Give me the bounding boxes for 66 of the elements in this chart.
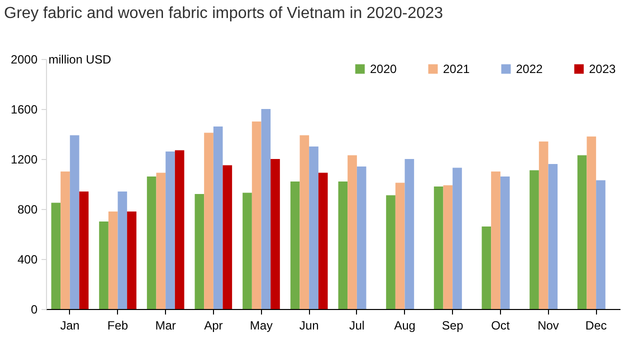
bar — [99, 222, 108, 309]
bar — [491, 172, 500, 309]
bar — [261, 109, 271, 309]
bar — [404, 159, 414, 309]
bar — [70, 135, 80, 309]
bar — [318, 172, 328, 309]
x-tick-label: Jun — [299, 318, 319, 332]
x-tick-label: May — [250, 318, 273, 332]
bar — [213, 126, 223, 309]
bar — [395, 182, 405, 309]
bar — [166, 152, 175, 309]
bar — [270, 159, 280, 309]
x-tick-label: Dec — [585, 318, 607, 332]
x-tick-label: Aug — [394, 318, 416, 332]
bar — [156, 172, 166, 309]
y-axis-title: million USD — [48, 52, 112, 66]
bar — [500, 176, 510, 309]
x-tick-label: Sep — [442, 318, 464, 332]
bar — [356, 166, 366, 309]
chart-title: Grey fabric and woven fabric imports of Vietnam in 2020-2023 — [4, 5, 444, 22]
bar — [51, 202, 61, 309]
x-tick-label: Nov — [538, 318, 559, 332]
bar — [452, 168, 462, 309]
y-tick-label: 400 — [17, 252, 38, 266]
bar — [222, 165, 232, 309]
bar — [79, 192, 89, 309]
legend-label: 2023 — [589, 62, 616, 76]
legend-label: 2022 — [516, 62, 544, 76]
x-tick-label: Mar — [155, 318, 176, 332]
bar — [242, 192, 252, 309]
bar — [434, 186, 444, 309]
bar — [577, 155, 587, 309]
bar — [538, 142, 548, 309]
bar — [252, 122, 262, 309]
bar — [548, 164, 558, 309]
bar — [530, 170, 539, 309]
bar — [108, 212, 118, 309]
bar — [443, 185, 453, 309]
bar — [482, 226, 492, 309]
y-tick-label: 1200 — [10, 152, 38, 166]
x-tick-label: Jan — [60, 318, 80, 332]
bar — [596, 180, 606, 309]
y-tick-label: 1600 — [10, 102, 38, 116]
bar — [586, 136, 596, 309]
legend-label: 2020 — [370, 62, 398, 76]
bar — [204, 132, 214, 309]
x-tick-label: Oct — [491, 318, 510, 332]
bar — [338, 182, 348, 309]
x-tick-label: Apr — [204, 318, 223, 332]
y-tick-label: 800 — [17, 202, 38, 216]
bar — [146, 176, 156, 309]
bar — [127, 212, 136, 309]
bar — [174, 150, 184, 309]
bar — [300, 135, 310, 309]
x-tick-label: Feb — [107, 318, 128, 332]
legend-label: 2021 — [443, 62, 470, 76]
bar — [194, 194, 204, 309]
x-tick-label: Jul — [349, 318, 365, 332]
bar — [290, 182, 300, 309]
y-tick-label: 0 — [30, 302, 38, 316]
y-tick-label: 2000 — [10, 52, 38, 66]
bar — [60, 172, 70, 309]
bar — [386, 195, 396, 309]
bar — [118, 192, 128, 309]
bar — [309, 146, 318, 309]
bar — [348, 155, 357, 309]
